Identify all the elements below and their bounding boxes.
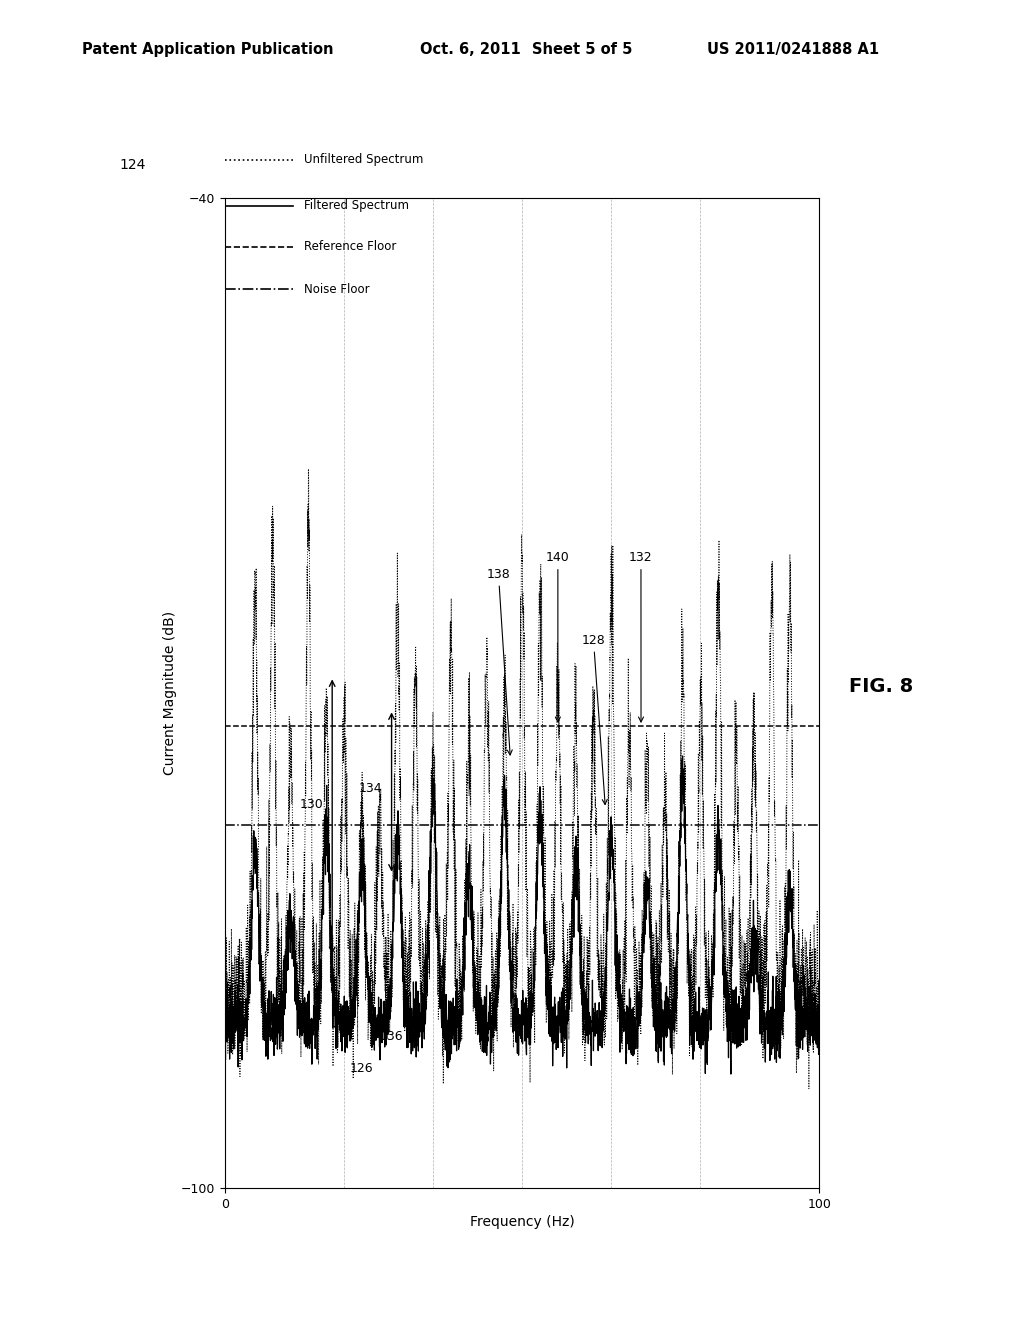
Y-axis label: Current Magnitude (dB): Current Magnitude (dB) [163,611,177,775]
Unfiltered Spectrum [813,987,825,1003]
Line: Unfiltered Spectrum: Unfiltered Spectrum [225,469,819,1089]
X-axis label: Frequency (Hz): Frequency (Hz) [470,1214,574,1229]
Text: 138: 138 [486,568,512,755]
Unfiltered Spectrum [473,985,485,1001]
Unfiltered Spectrum [323,772,335,788]
Filtered Spectrum [323,837,335,853]
Filtered Spectrum [738,1007,751,1023]
Text: 136: 136 [380,1030,403,1043]
Unfiltered Spectrum [802,998,814,1014]
Text: Patent Application Publication: Patent Application Publication [82,42,334,57]
Text: US 2011/0241888 A1: US 2011/0241888 A1 [707,42,879,57]
Line: Filtered Spectrum: Filtered Spectrum [225,756,819,1074]
Unfiltered Spectrum [803,1081,815,1097]
Text: 130: 130 [300,799,324,812]
Text: Noise Floor: Noise Floor [304,282,370,296]
Reference Floor [219,718,231,734]
Unfiltered Spectrum [447,825,460,841]
Filtered Spectrum [802,1035,814,1051]
Text: 126: 126 [350,1063,374,1076]
Reference Floor [225,718,238,734]
Text: Oct. 6, 2011: Oct. 6, 2011 [420,42,520,57]
Filtered Spectrum [219,1028,231,1044]
Noise Floor [219,817,231,833]
Filtered Spectrum [446,1018,459,1034]
Filtered Spectrum [287,932,299,948]
Filtered Spectrum [677,748,689,764]
Unfiltered Spectrum [302,461,314,477]
Text: 134: 134 [359,781,383,795]
Unfiltered Spectrum [287,828,299,843]
Text: Unfiltered Spectrum: Unfiltered Spectrum [304,153,424,166]
Text: Sheet 5 of 5: Sheet 5 of 5 [532,42,633,57]
Text: FIG. 8: FIG. 8 [849,677,912,696]
Unfiltered Spectrum [737,965,750,981]
Text: 128: 128 [582,634,607,804]
Noise Floor [225,817,238,833]
Filtered Spectrum [725,1067,737,1082]
Filtered Spectrum [473,1024,485,1040]
Text: Filtered Spectrum: Filtered Spectrum [304,199,410,213]
Text: Reference Floor: Reference Floor [304,240,396,253]
Text: 124: 124 [120,158,146,172]
Unfiltered Spectrum [219,966,231,982]
Text: 140: 140 [546,550,569,722]
Filtered Spectrum [813,1018,825,1034]
Text: 132: 132 [629,550,652,722]
